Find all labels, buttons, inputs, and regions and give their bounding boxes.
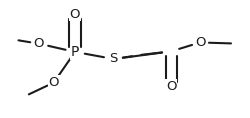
- Text: O: O: [48, 76, 59, 89]
- Text: P: P: [71, 45, 79, 59]
- Text: O: O: [34, 37, 44, 50]
- Text: S: S: [110, 53, 118, 65]
- Text: O: O: [195, 36, 205, 49]
- Text: O: O: [70, 8, 80, 21]
- Text: O: O: [166, 80, 176, 93]
